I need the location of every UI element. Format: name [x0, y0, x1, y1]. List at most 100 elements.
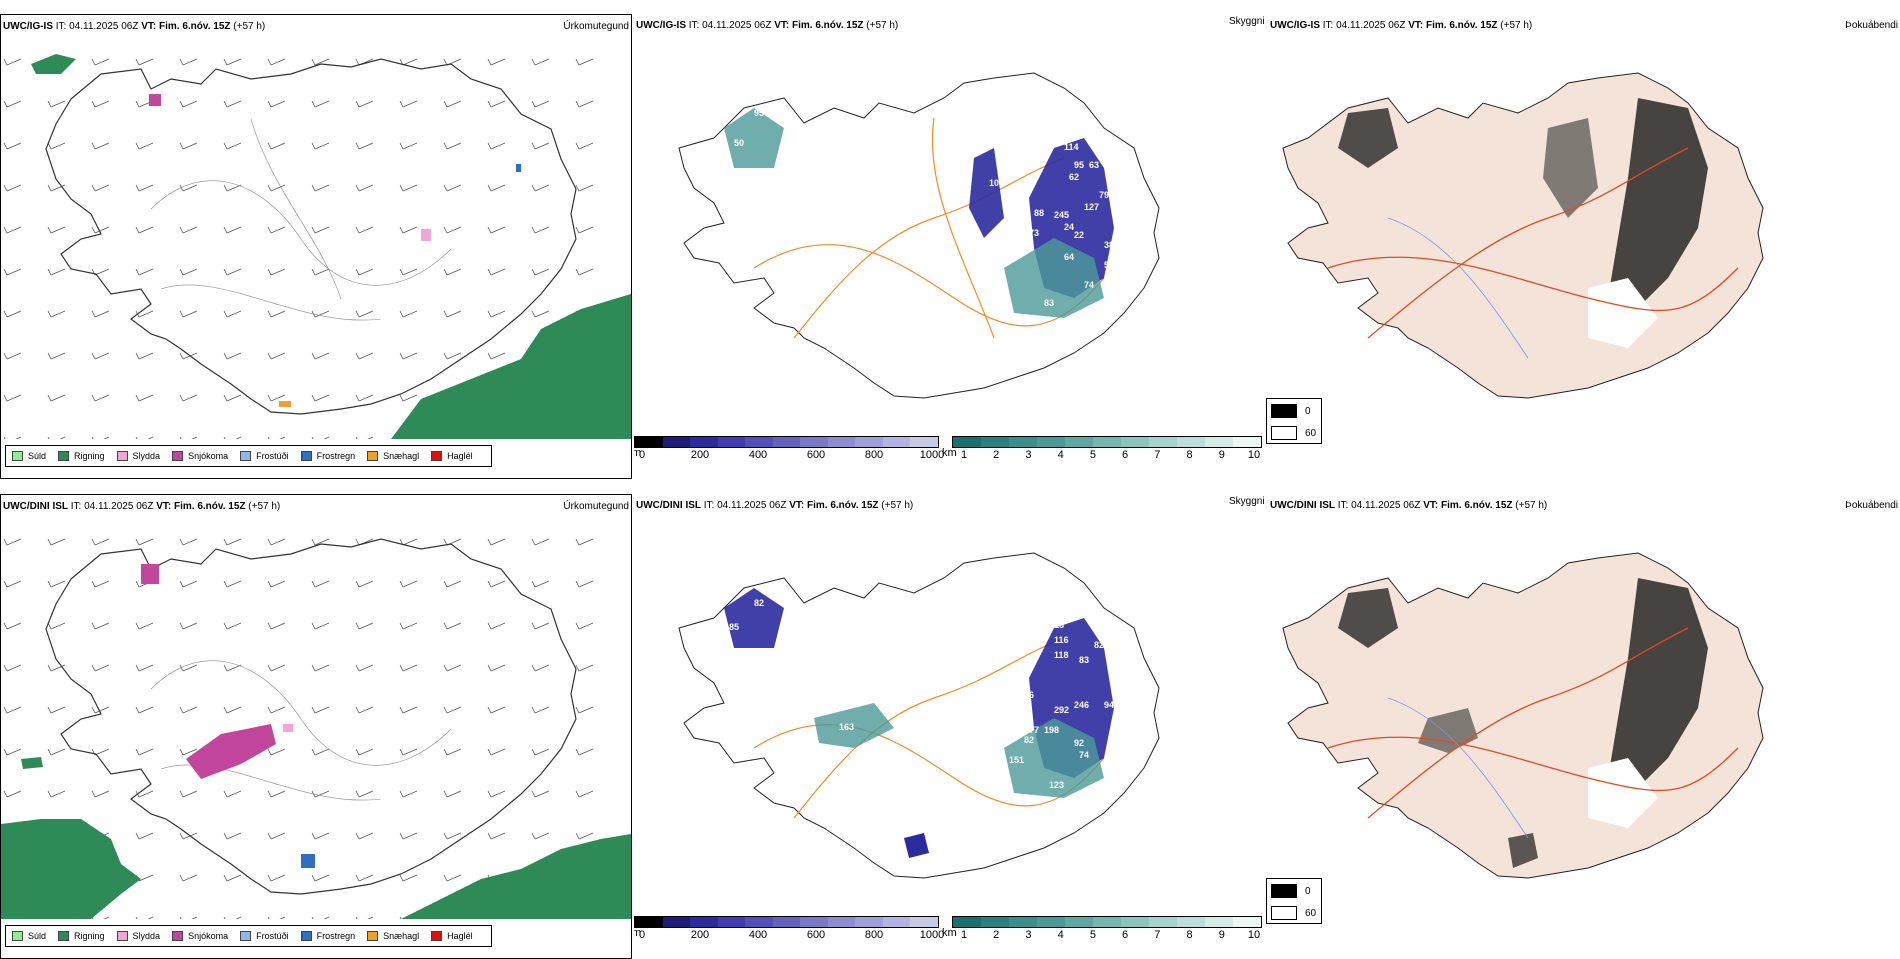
wind-barb — [487, 310, 506, 318]
wind-barb — [267, 706, 286, 714]
wind-barb — [575, 790, 594, 798]
tick-label: 10 — [1247, 929, 1261, 941]
wind-barb — [311, 436, 330, 439]
wind-barb — [91, 706, 110, 714]
tick-label: 5 — [1089, 449, 1096, 461]
legend-item: Súld — [12, 931, 46, 941]
wind-barb — [267, 790, 286, 798]
visibility-value: 127 — [1084, 202, 1099, 212]
wind-barb — [267, 226, 286, 234]
wind-barb — [179, 310, 198, 318]
wind-barb — [179, 664, 198, 672]
visibility-value: 62 — [1069, 172, 1079, 182]
wind-barb — [311, 622, 330, 630]
wind-barb — [223, 832, 242, 840]
wind-barb — [223, 580, 242, 588]
wind-barb — [531, 184, 550, 192]
wind-barb — [267, 310, 286, 318]
wind-barb — [443, 352, 462, 360]
wind-barb — [223, 58, 242, 66]
tick-label: 4 — [1057, 449, 1064, 461]
vis-km-unit: km — [942, 927, 957, 939]
wind-barb — [267, 142, 286, 150]
sleet-area — [283, 724, 293, 732]
wind-barb — [91, 100, 110, 108]
wind-barb — [311, 394, 330, 402]
wind-barb — [487, 352, 506, 360]
legend-item: Slydda — [116, 451, 160, 461]
wind-barb — [355, 706, 374, 714]
vis-m-unit: m — [634, 927, 642, 939]
wind-barb — [355, 580, 374, 588]
fog-legend-bottom: 0 60 — [1266, 878, 1322, 924]
wind-barb — [487, 832, 506, 840]
wind-barb — [47, 142, 66, 150]
wind-barb — [267, 352, 286, 360]
wind-barb — [267, 538, 286, 546]
wind-barb — [223, 268, 242, 276]
wind-barb — [399, 832, 418, 840]
wind-barb — [399, 394, 418, 402]
wind-barb — [223, 790, 242, 798]
legend-item: Snjókoma — [172, 451, 228, 461]
wind-barb — [399, 706, 418, 714]
visibility-value: 95 — [754, 108, 764, 118]
wind-barb — [179, 874, 198, 882]
wind-barb — [531, 706, 550, 714]
wind-barb — [47, 580, 66, 588]
wind-barb — [311, 58, 330, 66]
wind-barb — [575, 100, 594, 108]
legend-item: Snæhagl — [367, 451, 419, 461]
rain-area — [21, 757, 43, 769]
wind-barb — [223, 538, 242, 546]
wind-barb — [487, 538, 506, 546]
wind-barb — [135, 226, 154, 234]
wind-barb — [575, 538, 594, 546]
vis-km-colorbar — [952, 436, 1262, 448]
swatch-freezing-rain — [300, 931, 312, 941]
wind-barb — [3, 622, 22, 630]
panel-variable: Úrkomutegund — [563, 21, 629, 32]
wind-barb — [443, 58, 462, 66]
wind-barb — [3, 226, 22, 234]
wind-barb — [135, 58, 154, 66]
precip-type-panel-bottom: UWC/DINI ISL IT: 04.11.2025 06Z VT: Fim.… — [0, 494, 632, 959]
wind-barb — [443, 226, 462, 234]
visibility-value: 25 — [1054, 620, 1064, 630]
wind-barb — [91, 142, 110, 150]
wind-barb — [399, 142, 418, 150]
wind-barb — [47, 790, 66, 798]
wind-barb — [3, 142, 22, 150]
wind-barb — [355, 352, 374, 360]
wind-barb — [135, 394, 154, 402]
wind-barb — [355, 142, 374, 150]
wind-barb — [135, 916, 154, 919]
fog-legend-item: 60 — [1271, 423, 1321, 443]
swatch-graupel — [367, 931, 379, 941]
visibility-value: 52 — [929, 888, 939, 898]
wind-barb — [47, 268, 66, 276]
wind-barb — [311, 748, 330, 756]
wind-barb — [487, 664, 506, 672]
rain-area — [401, 834, 631, 919]
visibility-value: 83 — [1044, 298, 1054, 308]
wind-barb — [399, 352, 418, 360]
wind-barb — [531, 748, 550, 756]
wind-barb — [575, 268, 594, 276]
wind-barb — [531, 226, 550, 234]
wind-barb — [531, 538, 550, 546]
rain-area — [31, 54, 76, 74]
wind-barb — [135, 142, 154, 150]
wind-barb — [355, 622, 374, 630]
wind-barb — [443, 874, 462, 882]
legend-item: Haglél — [431, 451, 473, 461]
vis-m-colorbar — [634, 436, 939, 448]
panel-variable: Úrkomutegund — [563, 501, 629, 512]
wind-barb — [355, 436, 374, 439]
tick-label: 7 — [1154, 449, 1161, 461]
wind-barb — [487, 706, 506, 714]
wind-barb — [311, 706, 330, 714]
wind-barb — [3, 58, 22, 66]
fog-index-panel-bottom: UWC/DINI ISL IT: 04.11.2025 06Z VT: Fim.… — [1268, 494, 1900, 959]
